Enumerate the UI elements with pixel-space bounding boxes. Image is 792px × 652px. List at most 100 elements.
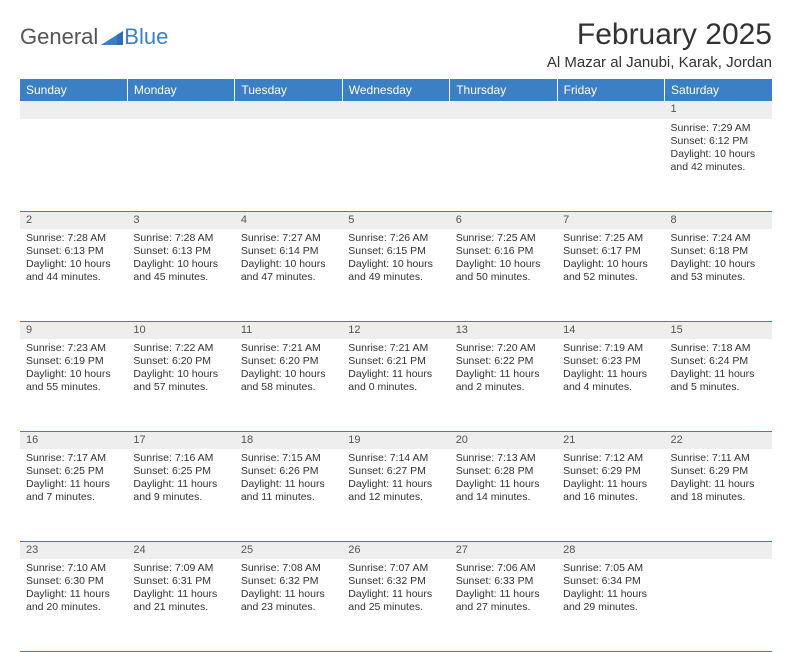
day-details: Sunrise: 7:26 AMSunset: 6:15 PMDaylight:… [342, 229, 449, 289]
day-cell: Sunrise: 7:25 AMSunset: 6:17 PMDaylight:… [557, 229, 664, 321]
day-cell: Sunrise: 7:20 AMSunset: 6:22 PMDaylight:… [450, 339, 557, 431]
week-row: Sunrise: 7:10 AMSunset: 6:30 PMDaylight:… [20, 559, 772, 651]
logo-text-blue: Blue [124, 24, 168, 50]
day-details: Sunrise: 7:25 AMSunset: 6:16 PMDaylight:… [450, 229, 557, 289]
day-number-cell: 1 [665, 101, 772, 119]
week-row: Sunrise: 7:28 AMSunset: 6:13 PMDaylight:… [20, 229, 772, 321]
day-details: Sunrise: 7:09 AMSunset: 6:31 PMDaylight:… [127, 559, 234, 619]
day-number-cell: 20 [450, 431, 557, 449]
day-number-cell: 2 [20, 211, 127, 229]
day-cell: Sunrise: 7:28 AMSunset: 6:13 PMDaylight:… [20, 229, 127, 321]
day-number-row: 232425262728 [20, 541, 772, 559]
day-cell [342, 119, 449, 211]
day-cell [557, 119, 664, 211]
calendar-table: Sunday Monday Tuesday Wednesday Thursday… [20, 79, 772, 652]
day-details: Sunrise: 7:22 AMSunset: 6:20 PMDaylight:… [127, 339, 234, 399]
weekday-header: Thursday [450, 79, 557, 101]
day-number-cell: 10 [127, 321, 234, 339]
day-cell: Sunrise: 7:23 AMSunset: 6:19 PMDaylight:… [20, 339, 127, 431]
day-number-cell: 4 [235, 211, 342, 229]
day-details: Sunrise: 7:20 AMSunset: 6:22 PMDaylight:… [450, 339, 557, 399]
day-details: Sunrise: 7:24 AMSunset: 6:18 PMDaylight:… [665, 229, 772, 289]
day-cell: Sunrise: 7:28 AMSunset: 6:13 PMDaylight:… [127, 229, 234, 321]
day-cell: Sunrise: 7:10 AMSunset: 6:30 PMDaylight:… [20, 559, 127, 651]
day-cell: Sunrise: 7:21 AMSunset: 6:20 PMDaylight:… [235, 339, 342, 431]
day-number-cell: 22 [665, 431, 772, 449]
weekday-header: Sunday [20, 79, 127, 101]
weekday-header: Monday [127, 79, 234, 101]
day-details: Sunrise: 7:07 AMSunset: 6:32 PMDaylight:… [342, 559, 449, 619]
day-number-cell [665, 541, 772, 559]
week-row: Sunrise: 7:23 AMSunset: 6:19 PMDaylight:… [20, 339, 772, 431]
day-number-cell: 28 [557, 541, 664, 559]
day-number-cell: 8 [665, 211, 772, 229]
day-cell: Sunrise: 7:24 AMSunset: 6:18 PMDaylight:… [665, 229, 772, 321]
day-cell [127, 119, 234, 211]
weekday-header-row: Sunday Monday Tuesday Wednesday Thursday… [20, 79, 772, 101]
day-cell [235, 119, 342, 211]
day-cell [665, 559, 772, 651]
day-cell [20, 119, 127, 211]
day-details: Sunrise: 7:16 AMSunset: 6:25 PMDaylight:… [127, 449, 234, 509]
day-details: Sunrise: 7:11 AMSunset: 6:29 PMDaylight:… [665, 449, 772, 509]
day-number-cell: 16 [20, 431, 127, 449]
day-cell: Sunrise: 7:29 AMSunset: 6:12 PMDaylight:… [665, 119, 772, 211]
day-number-cell: 27 [450, 541, 557, 559]
day-details: Sunrise: 7:12 AMSunset: 6:29 PMDaylight:… [557, 449, 664, 509]
day-number-cell: 25 [235, 541, 342, 559]
header: General Blue February 2025 Al Mazar al J… [20, 18, 772, 71]
day-number-cell [557, 101, 664, 119]
day-cell: Sunrise: 7:05 AMSunset: 6:34 PMDaylight:… [557, 559, 664, 651]
day-number-cell: 7 [557, 211, 664, 229]
day-number-cell [235, 101, 342, 119]
day-cell: Sunrise: 7:21 AMSunset: 6:21 PMDaylight:… [342, 339, 449, 431]
week-row: Sunrise: 7:29 AMSunset: 6:12 PMDaylight:… [20, 119, 772, 211]
day-number-row: 2345678 [20, 211, 772, 229]
day-number-cell: 11 [235, 321, 342, 339]
day-number-cell: 9 [20, 321, 127, 339]
logo: General Blue [20, 24, 168, 50]
logo-text-general: General [20, 24, 98, 50]
weekday-header: Wednesday [342, 79, 449, 101]
day-details: Sunrise: 7:13 AMSunset: 6:28 PMDaylight:… [450, 449, 557, 509]
location-text: Al Mazar al Janubi, Karak, Jordan [547, 54, 772, 71]
day-number-cell [342, 101, 449, 119]
day-details: Sunrise: 7:05 AMSunset: 6:34 PMDaylight:… [557, 559, 664, 619]
day-cell: Sunrise: 7:08 AMSunset: 6:32 PMDaylight:… [235, 559, 342, 651]
weekday-header: Tuesday [235, 79, 342, 101]
day-cell: Sunrise: 7:12 AMSunset: 6:29 PMDaylight:… [557, 449, 664, 541]
day-cell: Sunrise: 7:13 AMSunset: 6:28 PMDaylight:… [450, 449, 557, 541]
day-cell: Sunrise: 7:25 AMSunset: 6:16 PMDaylight:… [450, 229, 557, 321]
day-cell [450, 119, 557, 211]
day-number-cell: 19 [342, 431, 449, 449]
weekday-header: Friday [557, 79, 664, 101]
day-details: Sunrise: 7:14 AMSunset: 6:27 PMDaylight:… [342, 449, 449, 509]
month-title: February 2025 [547, 18, 772, 52]
day-number-cell [20, 101, 127, 119]
logo-triangle-icon [101, 29, 123, 45]
day-details: Sunrise: 7:25 AMSunset: 6:17 PMDaylight:… [557, 229, 664, 289]
day-details: Sunrise: 7:21 AMSunset: 6:21 PMDaylight:… [342, 339, 449, 399]
day-details: Sunrise: 7:29 AMSunset: 6:12 PMDaylight:… [665, 119, 772, 179]
day-number-row: 16171819202122 [20, 431, 772, 449]
day-number-row: 9101112131415 [20, 321, 772, 339]
day-details: Sunrise: 7:21 AMSunset: 6:20 PMDaylight:… [235, 339, 342, 399]
day-number-cell [450, 101, 557, 119]
day-cell: Sunrise: 7:27 AMSunset: 6:14 PMDaylight:… [235, 229, 342, 321]
day-details: Sunrise: 7:06 AMSunset: 6:33 PMDaylight:… [450, 559, 557, 619]
day-details: Sunrise: 7:10 AMSunset: 6:30 PMDaylight:… [20, 559, 127, 619]
day-number-cell: 6 [450, 211, 557, 229]
day-number-cell [127, 101, 234, 119]
day-cell: Sunrise: 7:15 AMSunset: 6:26 PMDaylight:… [235, 449, 342, 541]
day-details: Sunrise: 7:28 AMSunset: 6:13 PMDaylight:… [20, 229, 127, 289]
day-number-cell: 23 [20, 541, 127, 559]
day-cell: Sunrise: 7:17 AMSunset: 6:25 PMDaylight:… [20, 449, 127, 541]
day-cell: Sunrise: 7:14 AMSunset: 6:27 PMDaylight:… [342, 449, 449, 541]
day-cell: Sunrise: 7:06 AMSunset: 6:33 PMDaylight:… [450, 559, 557, 651]
day-cell: Sunrise: 7:22 AMSunset: 6:20 PMDaylight:… [127, 339, 234, 431]
day-details: Sunrise: 7:28 AMSunset: 6:13 PMDaylight:… [127, 229, 234, 289]
day-cell: Sunrise: 7:09 AMSunset: 6:31 PMDaylight:… [127, 559, 234, 651]
day-cell: Sunrise: 7:16 AMSunset: 6:25 PMDaylight:… [127, 449, 234, 541]
day-number-cell: 18 [235, 431, 342, 449]
day-number-cell: 3 [127, 211, 234, 229]
